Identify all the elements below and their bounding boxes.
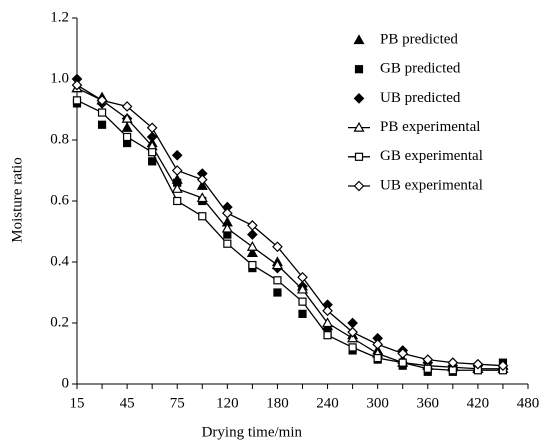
data-point bbox=[248, 260, 257, 270]
data-point bbox=[246, 241, 258, 251]
legend-marker bbox=[353, 121, 365, 132]
x-tick-label: 300 bbox=[366, 395, 389, 411]
data-point bbox=[497, 360, 509, 372]
data-point bbox=[171, 165, 183, 176]
data-point bbox=[171, 149, 183, 161]
data-point bbox=[422, 354, 434, 365]
y-tick-label: 0.8 bbox=[50, 131, 69, 147]
data-point bbox=[323, 331, 332, 340]
data-point bbox=[121, 101, 133, 112]
data-point bbox=[221, 207, 233, 219]
data-point bbox=[223, 239, 232, 248]
y-tick-label: 0 bbox=[62, 375, 70, 391]
data-point bbox=[322, 317, 334, 328]
data-point bbox=[397, 348, 409, 359]
data-point bbox=[246, 247, 258, 257]
y-tick-label: 0.2 bbox=[50, 314, 69, 330]
data-point bbox=[97, 108, 107, 117]
legend-marker bbox=[353, 34, 365, 45]
data-point bbox=[97, 120, 107, 129]
data-point bbox=[221, 222, 233, 233]
x-tick-label: 480 bbox=[517, 395, 540, 411]
data-point bbox=[296, 283, 309, 294]
data-point bbox=[297, 271, 308, 283]
data-point bbox=[472, 358, 484, 370]
data-point bbox=[348, 343, 357, 352]
legend-marker bbox=[353, 93, 365, 104]
legend-label: GB predicted bbox=[380, 61, 461, 77]
data-point bbox=[271, 259, 283, 270]
legend-label: UB predicted bbox=[380, 90, 461, 106]
legend-marker bbox=[354, 65, 364, 74]
data-point bbox=[146, 122, 158, 134]
legend-label: UB experimental bbox=[380, 177, 483, 193]
x-tick-label: 15 bbox=[70, 395, 85, 411]
data-point bbox=[247, 220, 258, 231]
data-point bbox=[398, 358, 407, 367]
data-point bbox=[373, 353, 382, 363]
data-point bbox=[347, 317, 358, 329]
data-point bbox=[298, 309, 307, 318]
data-point bbox=[196, 180, 208, 190]
x-tick-label: 360 bbox=[417, 395, 440, 411]
legend-marker bbox=[353, 180, 365, 192]
data-point bbox=[447, 357, 459, 368]
data-point bbox=[272, 241, 283, 253]
data-point bbox=[273, 288, 282, 297]
x-tick-label: 75 bbox=[170, 395, 185, 411]
y-tick-label: 0.4 bbox=[50, 253, 69, 269]
data-point bbox=[148, 157, 157, 166]
data-point bbox=[273, 276, 282, 285]
y-tick-label: 0.6 bbox=[50, 192, 69, 208]
data-point bbox=[123, 132, 132, 142]
x-tick-label: 120 bbox=[216, 395, 239, 411]
y-tick-label: 1.2 bbox=[50, 9, 69, 25]
data-point bbox=[347, 332, 359, 343]
data-point bbox=[372, 339, 384, 350]
legend-label: GB experimental bbox=[380, 148, 483, 164]
data-point bbox=[347, 326, 358, 338]
data-point bbox=[171, 183, 183, 193]
legend-marker bbox=[354, 152, 364, 161]
data-point bbox=[148, 148, 157, 157]
x-tick-label: 180 bbox=[266, 395, 289, 411]
data-point bbox=[121, 122, 133, 132]
y-axis-title: Moisture ratio bbox=[9, 157, 25, 242]
legend-label: PB experimental bbox=[380, 119, 480, 135]
data-point bbox=[298, 297, 307, 306]
legend-label: PB predicted bbox=[380, 31, 458, 47]
series-line bbox=[76, 87, 503, 370]
data-point bbox=[121, 112, 133, 123]
series-line bbox=[76, 99, 503, 371]
x-axis-title: Drying time/min bbox=[202, 424, 303, 440]
data-point bbox=[71, 79, 83, 91]
data-point bbox=[173, 196, 182, 206]
data-point bbox=[198, 212, 207, 221]
x-tick-label: 420 bbox=[467, 395, 490, 411]
data-point bbox=[196, 174, 208, 185]
y-tick-label: 1.0 bbox=[50, 70, 69, 86]
data-point bbox=[96, 95, 108, 106]
data-point bbox=[322, 305, 333, 317]
data-point bbox=[423, 364, 432, 373]
data-point bbox=[247, 229, 258, 240]
data-point bbox=[196, 192, 208, 203]
x-tick-label: 45 bbox=[120, 395, 135, 411]
x-tick-label: 240 bbox=[316, 395, 339, 411]
data-point bbox=[72, 96, 82, 105]
